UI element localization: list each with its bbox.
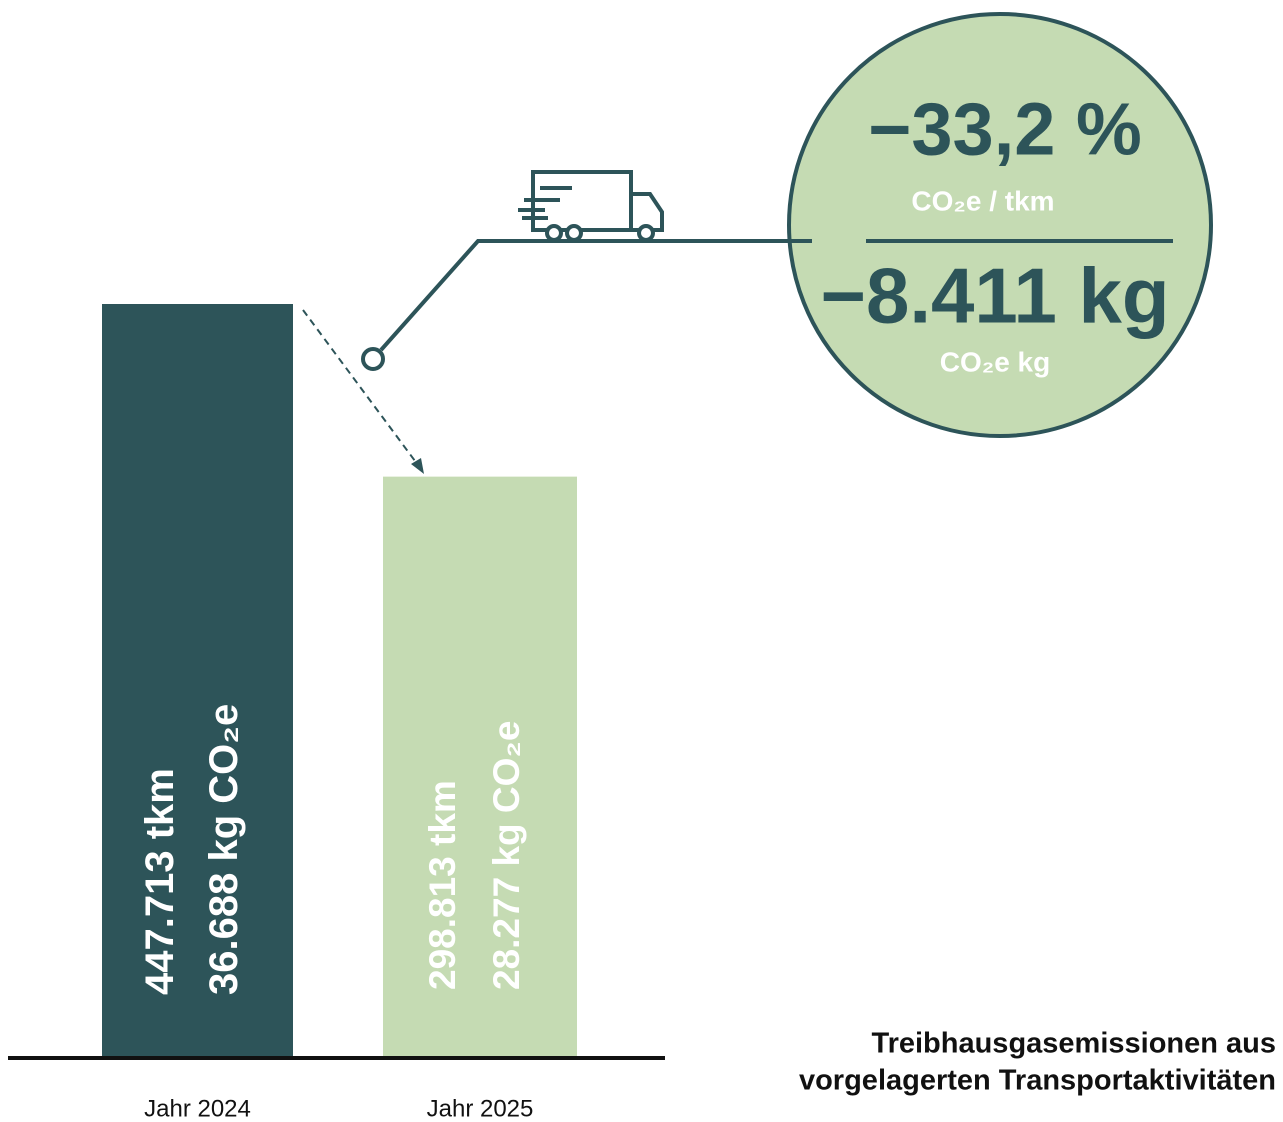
x-tick-label: Jahr 2024 <box>144 1095 251 1122</box>
connector <box>379 239 812 352</box>
title-line: vorgelagerten Transportaktivitäten <box>799 1065 1276 1097</box>
tkm-label: 298.813 tkm <box>422 780 463 990</box>
title-line: Treibhausgasemissionen aus <box>871 1028 1276 1060</box>
x-tick-label: Jahr 2025 <box>427 1095 534 1122</box>
absolute-change: −8.411 kg <box>820 252 1169 340</box>
truck-icon <box>518 170 664 242</box>
bar <box>102 304 293 1057</box>
tkm-label: 447.713 tkm <box>138 768 182 995</box>
percent-change: −33,2 % <box>868 88 1142 171</box>
arrow-head <box>411 458 424 474</box>
bar <box>383 476 577 1057</box>
connector-node <box>361 347 385 371</box>
trend-arrow <box>302 309 419 466</box>
value-label: 28.277 kg CO₂e <box>486 721 527 990</box>
value-label: 36.688 kg CO₂e <box>202 704 246 995</box>
percent-unit: CO₂e / tkm <box>911 185 1054 216</box>
absolute-unit: CO₂e kg <box>940 346 1050 377</box>
highlight-circle <box>787 12 1213 438</box>
